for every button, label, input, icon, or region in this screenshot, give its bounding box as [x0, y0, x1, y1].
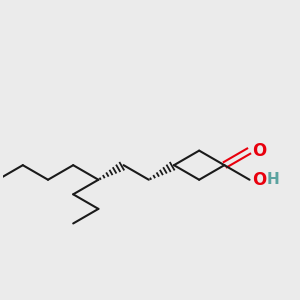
Text: O: O [253, 142, 267, 160]
Text: O: O [253, 171, 267, 189]
Text: H: H [266, 172, 279, 187]
